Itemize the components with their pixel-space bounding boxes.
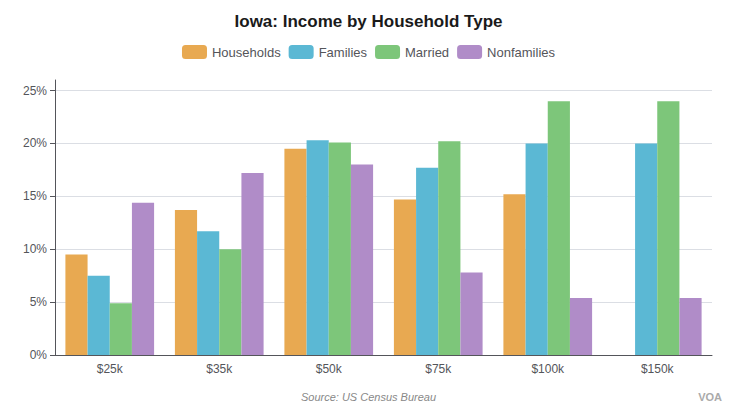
svg-text:$50k: $50k — [316, 362, 343, 376]
svg-text:5%: 5% — [30, 295, 48, 309]
svg-text:Source: US Census Bureau: Source: US Census Bureau — [301, 391, 436, 403]
svg-text:Married: Married — [405, 45, 449, 60]
svg-text:$75k: $75k — [425, 362, 452, 376]
svg-text:$35k: $35k — [206, 362, 233, 376]
svg-text:Nonfamilies: Nonfamilies — [487, 45, 555, 60]
svg-text:$25k: $25k — [97, 362, 124, 376]
svg-text:Iowa: Income by Household Type: Iowa: Income by Household Type — [235, 12, 503, 31]
svg-text:$100k: $100k — [531, 362, 565, 376]
svg-text:10%: 10% — [23, 242, 47, 256]
svg-text:0%: 0% — [30, 348, 48, 362]
svg-text:Households: Households — [212, 45, 281, 60]
svg-text:$150k: $150k — [641, 362, 675, 376]
svg-text:VOA: VOA — [698, 391, 722, 403]
svg-text:20%: 20% — [23, 136, 47, 150]
svg-text:Families: Families — [319, 45, 368, 60]
svg-text:15%: 15% — [23, 189, 47, 203]
svg-text:25%: 25% — [23, 84, 47, 98]
